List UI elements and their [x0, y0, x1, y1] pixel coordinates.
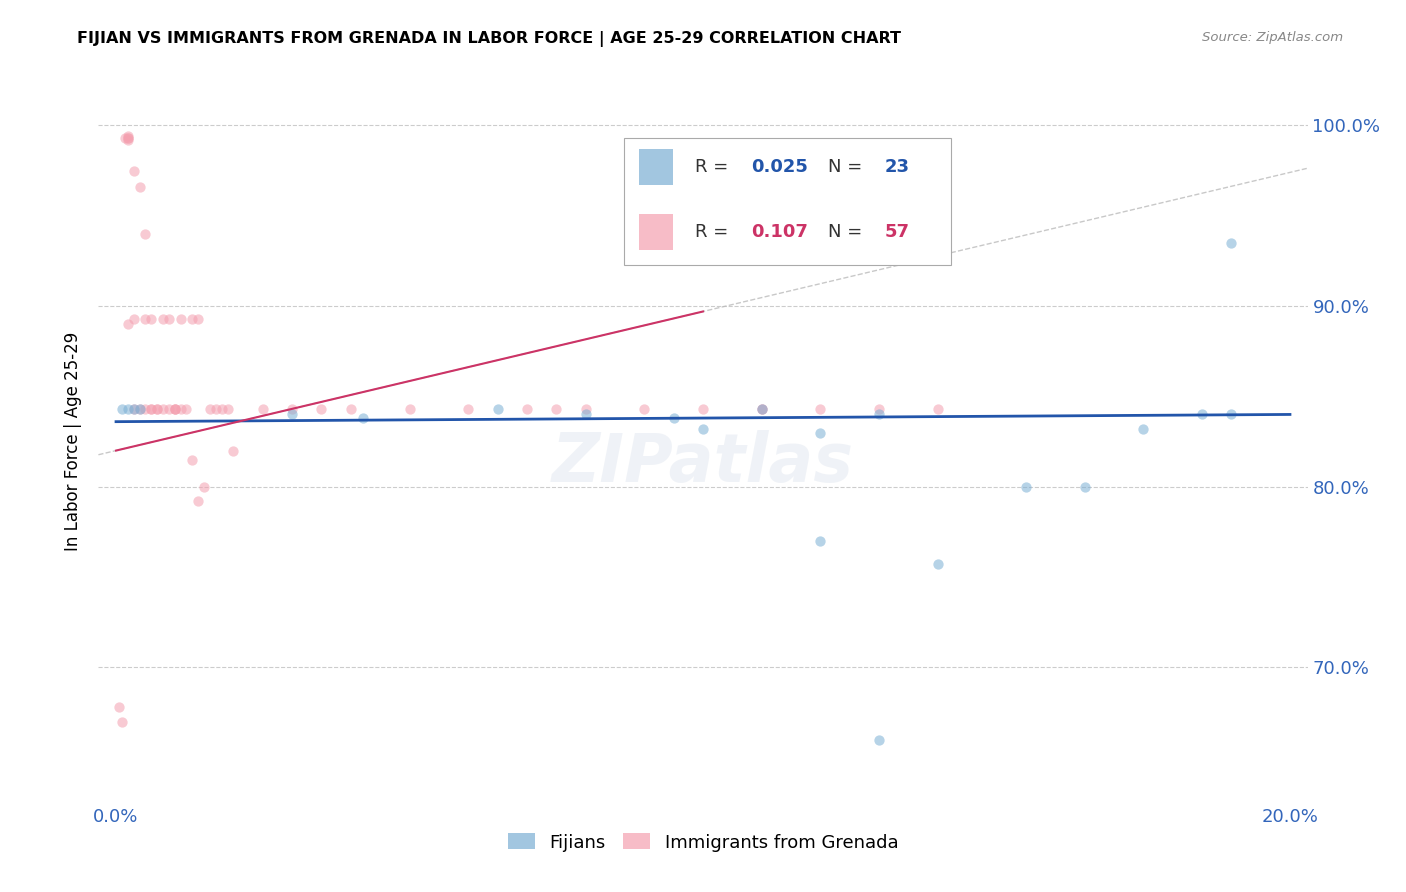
- Text: ZIPatlas: ZIPatlas: [553, 430, 853, 496]
- Bar: [638, 214, 673, 250]
- Point: [128, 179, 150, 194]
- Point: [128, 402, 150, 417]
- Text: 0.107: 0.107: [751, 223, 808, 241]
- Point: [111, 714, 134, 729]
- Point: [122, 402, 145, 417]
- Point: [1073, 480, 1095, 494]
- Point: [134, 402, 156, 417]
- Point: [217, 402, 239, 417]
- Point: [134, 227, 156, 241]
- Point: [575, 402, 598, 417]
- Text: 57: 57: [884, 223, 910, 241]
- Text: R =: R =: [695, 158, 728, 176]
- FancyBboxPatch shape: [624, 138, 950, 265]
- Point: [146, 402, 169, 417]
- Point: [187, 494, 209, 508]
- Point: [141, 311, 163, 326]
- Point: [163, 402, 186, 417]
- Point: [152, 402, 174, 417]
- Point: [633, 402, 655, 417]
- Legend: Fijians, Immigrants from Grenada: Fijians, Immigrants from Grenada: [501, 826, 905, 859]
- Point: [146, 402, 169, 417]
- Point: [163, 402, 186, 417]
- Point: [117, 131, 139, 145]
- Text: R =: R =: [695, 223, 728, 241]
- Point: [122, 402, 145, 417]
- Point: [252, 402, 274, 417]
- Point: [808, 425, 831, 440]
- Point: [751, 402, 773, 417]
- Point: [808, 402, 831, 417]
- Point: [181, 311, 204, 326]
- Point: [198, 402, 221, 417]
- Point: [1220, 235, 1243, 250]
- Point: [662, 194, 685, 209]
- Text: 23: 23: [884, 158, 910, 176]
- Point: [692, 422, 714, 436]
- Bar: [638, 149, 673, 185]
- Point: [281, 408, 304, 422]
- Point: [692, 402, 714, 417]
- Point: [222, 443, 245, 458]
- Point: [751, 402, 773, 417]
- Point: [157, 311, 180, 326]
- Point: [340, 402, 363, 417]
- Point: [486, 402, 509, 417]
- Point: [751, 402, 773, 417]
- Point: [117, 402, 139, 417]
- Point: [181, 452, 204, 467]
- Text: Source: ZipAtlas.com: Source: ZipAtlas.com: [1202, 31, 1343, 45]
- Point: [352, 411, 374, 425]
- Point: [868, 402, 890, 417]
- Y-axis label: In Labor Force | Age 25-29: In Labor Force | Age 25-29: [65, 332, 83, 551]
- Point: [546, 402, 568, 417]
- Point: [117, 129, 139, 144]
- Point: [114, 131, 136, 145]
- Point: [169, 402, 191, 417]
- Point: [117, 133, 139, 147]
- Point: [1015, 480, 1038, 494]
- Point: [163, 402, 186, 417]
- Point: [1132, 422, 1154, 436]
- Point: [204, 402, 226, 417]
- Point: [187, 311, 209, 326]
- Point: [516, 402, 538, 417]
- Point: [122, 311, 145, 326]
- Point: [157, 402, 180, 417]
- Point: [1220, 408, 1243, 422]
- Point: [169, 311, 191, 326]
- Point: [152, 311, 174, 326]
- Point: [111, 402, 134, 417]
- Point: [141, 402, 163, 417]
- Point: [176, 402, 198, 417]
- Point: [122, 163, 145, 178]
- Point: [575, 408, 598, 422]
- Point: [117, 317, 139, 331]
- Point: [927, 558, 949, 572]
- Text: N =: N =: [828, 223, 862, 241]
- Point: [311, 402, 333, 417]
- Point: [117, 131, 139, 145]
- Text: 0.025: 0.025: [751, 158, 808, 176]
- Point: [141, 402, 163, 417]
- Point: [211, 402, 233, 417]
- Point: [662, 411, 685, 425]
- Text: FIJIAN VS IMMIGRANTS FROM GRENADA IN LABOR FORCE | AGE 25-29 CORRELATION CHART: FIJIAN VS IMMIGRANTS FROM GRENADA IN LAB…: [77, 31, 901, 47]
- Point: [108, 700, 131, 714]
- Point: [281, 402, 304, 417]
- Point: [128, 402, 150, 417]
- Point: [398, 402, 420, 417]
- Point: [457, 402, 479, 417]
- Point: [927, 402, 949, 417]
- Text: N =: N =: [828, 158, 862, 176]
- Point: [134, 311, 156, 326]
- Point: [868, 732, 890, 747]
- Point: [808, 533, 831, 548]
- Point: [193, 480, 215, 494]
- Point: [868, 408, 890, 422]
- Point: [1191, 408, 1213, 422]
